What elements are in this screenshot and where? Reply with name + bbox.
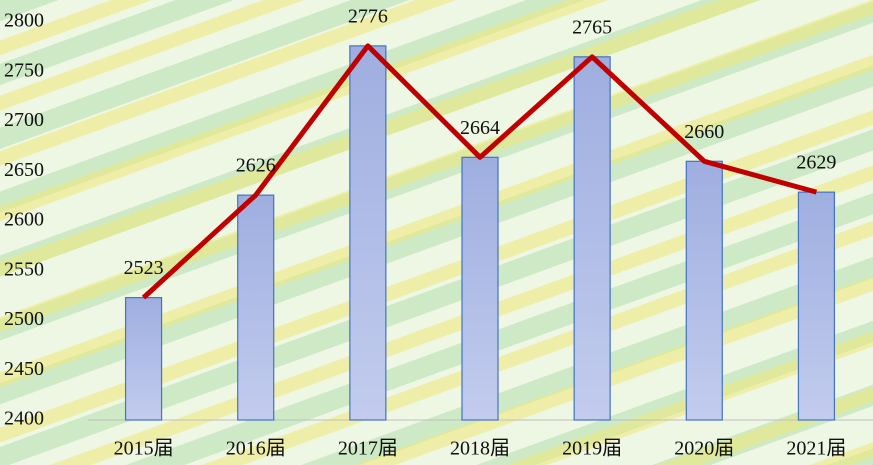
line [141, 43, 818, 300]
x-tick-label: 2019届 [562, 438, 622, 460]
y-tick-label: 2400 [4, 408, 44, 430]
bar [573, 56, 611, 421]
bar [461, 156, 499, 421]
bar [349, 45, 387, 421]
data-label: 2765 [572, 16, 612, 38]
y-tick-label: 2650 [4, 159, 44, 181]
bar [685, 160, 723, 421]
x-tick-label: 2018届 [450, 438, 510, 460]
y-tick-label: 2550 [4, 258, 44, 280]
bar [797, 191, 836, 421]
y-tick-label: 2750 [4, 59, 44, 81]
data-label: 2629 [796, 152, 836, 174]
y-tick-label: 2500 [4, 308, 44, 330]
data-label: 2660 [684, 121, 724, 143]
data-label: 2523 [124, 257, 164, 279]
bar [237, 194, 275, 421]
bar [124, 297, 163, 421]
x-tick-label: 2017届 [338, 438, 398, 460]
x-tick-label: 2016届 [226, 438, 286, 460]
x-tick-label: 2015届 [114, 438, 174, 460]
data-label: 2776 [348, 5, 388, 27]
y-tick-label: 2450 [4, 358, 44, 380]
data-label: 2664 [460, 117, 500, 139]
y-tick-label: 2800 [4, 10, 44, 32]
x-tick-label: 2020届 [674, 438, 734, 460]
y-tick-label: 2600 [4, 209, 44, 231]
y-tick-label: 2700 [4, 109, 44, 131]
data-label: 2626 [236, 155, 276, 177]
x-tick-label: 2021届 [786, 438, 846, 460]
